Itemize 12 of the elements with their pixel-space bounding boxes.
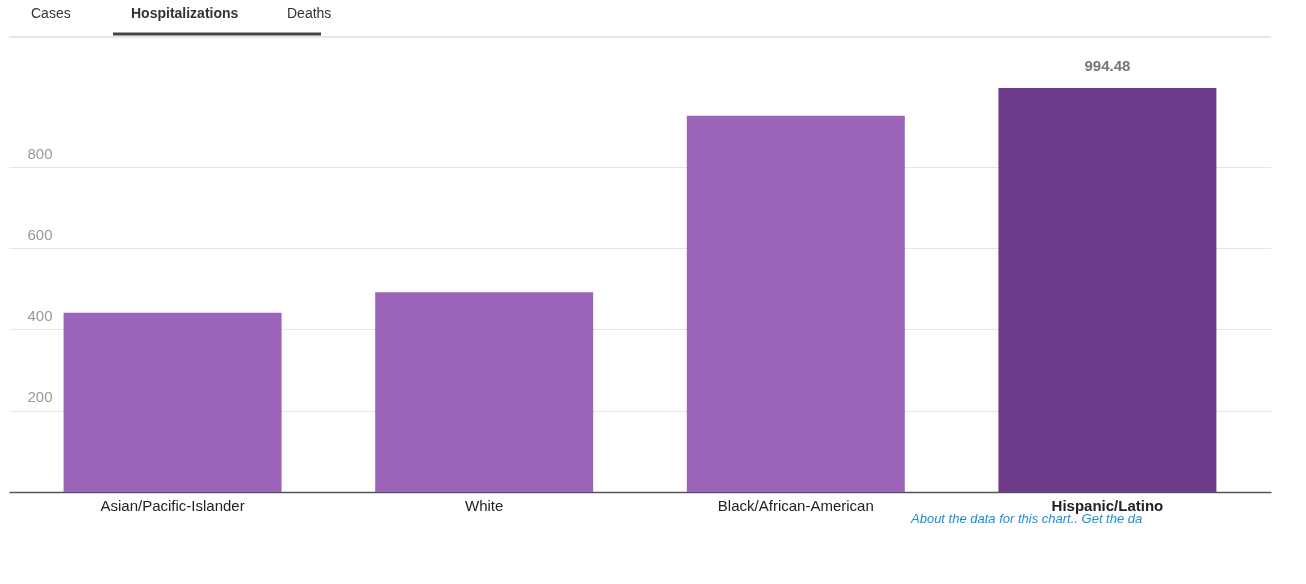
x-tick-label: Asian/Pacific-Islander xyxy=(100,496,245,514)
x-tick-label: White xyxy=(465,496,504,514)
y-tick-label: 800 xyxy=(27,144,53,162)
x-tick-label: Black/African-American xyxy=(717,496,874,514)
y-tick-label: 600 xyxy=(27,225,53,243)
y-tick-label: 200 xyxy=(27,388,53,406)
y-tick-label: 400 xyxy=(27,307,53,324)
data-label: 994.48 xyxy=(1084,56,1131,74)
x-tick-label: Hispanic/Latino xyxy=(1051,496,1164,514)
text: Deaths xyxy=(287,5,332,21)
text: Hospitalizations xyxy=(131,5,239,21)
text: Cases xyxy=(31,5,71,21)
